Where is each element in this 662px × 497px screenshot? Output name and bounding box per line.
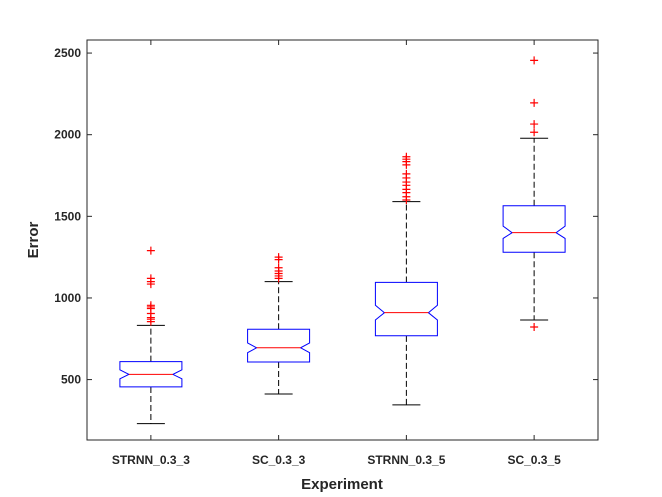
outlier-marker <box>274 263 283 272</box>
notched-box <box>119 361 183 388</box>
box-group <box>247 253 311 395</box>
outlier-marker <box>274 253 283 262</box>
y-axis-label: Error <box>25 222 42 259</box>
y-tick-label: 1000 <box>54 291 81 305</box>
outlier-marker <box>146 274 155 283</box>
y-tick-label: 500 <box>61 373 81 387</box>
x-tick-label: STRNN_0.3_3 <box>112 453 190 467</box>
y-tick-label: 2500 <box>54 46 81 60</box>
x-tick-label: SC_0.3_3 <box>252 453 306 467</box>
outlier-marker <box>146 246 155 255</box>
y-tick-label: 1500 <box>54 209 81 223</box>
outlier-marker <box>530 120 539 129</box>
plot-background <box>87 40 598 440</box>
axes-frame <box>86 39 599 441</box>
notched-box <box>502 205 566 253</box>
notched-box <box>374 281 438 337</box>
outlier-marker <box>530 128 539 137</box>
outlier-marker <box>530 98 539 107</box>
outlier-marker <box>402 169 411 178</box>
axes-layer: 500 1000 1500 2000 2500 STRNN_0.3_3 SC_0.3_3 ST… <box>54 39 599 467</box>
outlier-marker <box>402 152 411 161</box>
outlier-marker <box>146 301 155 310</box>
box-group <box>119 246 183 425</box>
x-tick-label: SC_0.3_5 <box>507 453 561 467</box>
outlier-marker <box>530 56 539 65</box>
x-tick-label: STRNN_0.3_5 <box>367 453 445 467</box>
box-group <box>374 152 438 406</box>
box-group <box>502 56 566 332</box>
x-axis-label: Experiment <box>301 476 383 493</box>
y-tick-label: 2000 <box>54 128 81 142</box>
outlier-marker <box>530 323 539 332</box>
notched-box <box>247 328 311 363</box>
boxes-layer <box>119 56 566 425</box>
